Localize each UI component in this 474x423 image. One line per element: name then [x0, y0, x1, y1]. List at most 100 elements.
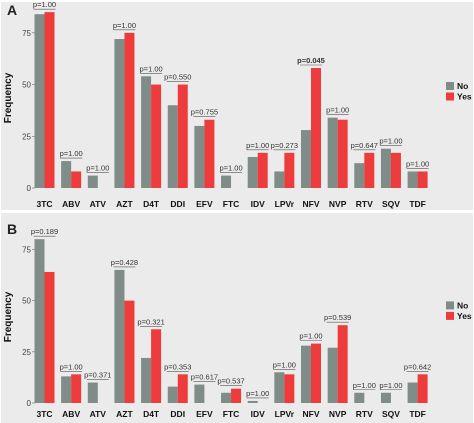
p-value-label: p=0.537 [217, 377, 244, 386]
y-tick-label: 50 [22, 297, 31, 306]
x-tick-label: TDF [409, 199, 426, 209]
x-tick-label: NVP [329, 199, 347, 209]
bar-yes-d4t [151, 84, 162, 188]
p-value-label: p=1.00 [219, 164, 242, 173]
x-tick-label: AZT [116, 199, 133, 209]
x-tick-label: ABV [62, 199, 80, 209]
x-tick-label: NFV [303, 199, 320, 209]
x-tick-label: ATV [90, 199, 107, 209]
p-value-label: p=1.00 [113, 21, 136, 30]
bar-yes-lpvr [284, 152, 295, 188]
legend-label-no: No [457, 300, 468, 310]
p-value-label: p=0.353 [164, 362, 191, 371]
bar-yes-azt [124, 300, 135, 403]
bar-no-efv [194, 125, 205, 188]
x-tick-label: EFV [196, 409, 213, 419]
bar-yes-abv [71, 374, 82, 403]
bar-no-idv [247, 156, 258, 188]
x-tick-label: DDI [170, 409, 185, 419]
bar-no-ddi [167, 386, 178, 403]
x-tick-label: SQV [382, 199, 400, 209]
p-value-label: p=1.00 [353, 381, 376, 390]
y-tick-label: 75 [22, 29, 31, 38]
bar-yes-azt [124, 32, 135, 188]
bar-no-d4t [141, 76, 152, 188]
bar-no-idv [247, 400, 258, 403]
bar-no-tdf [407, 171, 418, 188]
legend-label-no: No [457, 81, 468, 91]
bar-no-atv [87, 175, 98, 188]
bar-no-nvp [327, 117, 338, 188]
bar-yes-tdf [417, 171, 428, 188]
bar-no-lpvr [274, 171, 285, 188]
p-value-label: p=1.00 [246, 389, 269, 398]
bar-yes-tdf [417, 374, 428, 403]
p-value-label: p=1.00 [299, 332, 322, 341]
x-tick-label: AZT [116, 409, 133, 419]
x-tick-label: 3TC [36, 199, 52, 209]
legend-swatch-yes [446, 92, 454, 101]
p-value-label: p=1.00 [326, 106, 349, 115]
bar-no-azt [114, 39, 125, 188]
bar-yes-ddi [177, 84, 188, 188]
bar-no-abv [61, 161, 72, 188]
x-tick-label: SQV [382, 409, 400, 419]
bar-yes-abv [71, 171, 82, 188]
p-value-label: p=1.00 [140, 64, 163, 73]
panel-label: B [7, 221, 17, 237]
y-tick-label: 0 [27, 184, 32, 193]
p-value-label: p=1.00 [273, 360, 296, 369]
x-tick-label: LPVr [275, 409, 295, 419]
p-value-label: p=1.00 [379, 137, 402, 146]
legend-swatch-no [446, 82, 454, 90]
p-value-label: p=0.371 [84, 371, 111, 380]
p-value-label: p=1.00 [33, 0, 56, 9]
p-value-label: p=0.550 [164, 73, 191, 82]
p-value-label: p=0.617 [191, 373, 218, 382]
x-tick-label: 3TC [36, 409, 52, 419]
bar-no-azt [114, 269, 125, 403]
bar-no-nfv [301, 345, 311, 403]
bar-no-rtv [354, 163, 365, 188]
panel-label: A [7, 2, 17, 18]
bar-no-d4t [141, 357, 152, 403]
bar-no-3tc [34, 239, 45, 403]
x-tick-label: TDF [409, 409, 426, 419]
p-value-label: p=0.642 [404, 362, 431, 371]
y-tick-label: 50 [22, 81, 31, 90]
bar-yes-ftc [231, 388, 242, 403]
bar-no-3tc [34, 14, 45, 189]
p-value-label: p=1.00 [60, 149, 83, 158]
bar-yes-efv [204, 119, 215, 188]
bar-no-lpvr [274, 372, 285, 403]
panel-B: B Frequency 0 25 50 75 3TC p=0.189 ABV p=1.00 ATV p… [1, 213, 473, 423]
bar-no-rtv [354, 392, 365, 403]
legend-label-yes: Yes [457, 92, 472, 102]
x-tick-label: RTV [356, 409, 373, 419]
p-value-label: p=0.755 [191, 108, 218, 117]
p-value-label: p=1.00 [86, 164, 109, 173]
bar-yes-rtv [364, 152, 375, 188]
x-tick-label: FTC [223, 199, 240, 209]
p-value-label: p=1.00 [379, 381, 402, 390]
bar-no-tdf [407, 382, 418, 403]
bar-no-ftc [221, 175, 232, 188]
y-tick-label: 75 [22, 245, 31, 254]
x-tick-label: D4T [143, 199, 160, 209]
p-value-label: p=0.647 [351, 141, 378, 150]
p-value-label: p=0.273 [271, 141, 298, 150]
x-tick-label: NFV [303, 409, 320, 419]
bar-no-atv [87, 382, 98, 403]
p-value-label: p=1.00 [60, 362, 83, 371]
x-tick-label: EFV [196, 199, 213, 209]
p-value-label: p=0.539 [324, 313, 351, 322]
panel-A: A Frequency 0 25 50 75 3TC p=1.00 ABV p=1.00 ATV p=… [1, 0, 473, 210]
bar-yes-lpvr [284, 374, 295, 403]
bar-yes-nfv [311, 68, 321, 188]
x-tick-label: ABV [62, 409, 80, 419]
bar-no-ftc [221, 392, 232, 403]
x-tick-label: IDV [251, 409, 266, 419]
x-tick-label: RTV [356, 199, 373, 209]
y-axis-label: Frequency [3, 72, 14, 123]
bar-yes-nvp [337, 119, 348, 188]
